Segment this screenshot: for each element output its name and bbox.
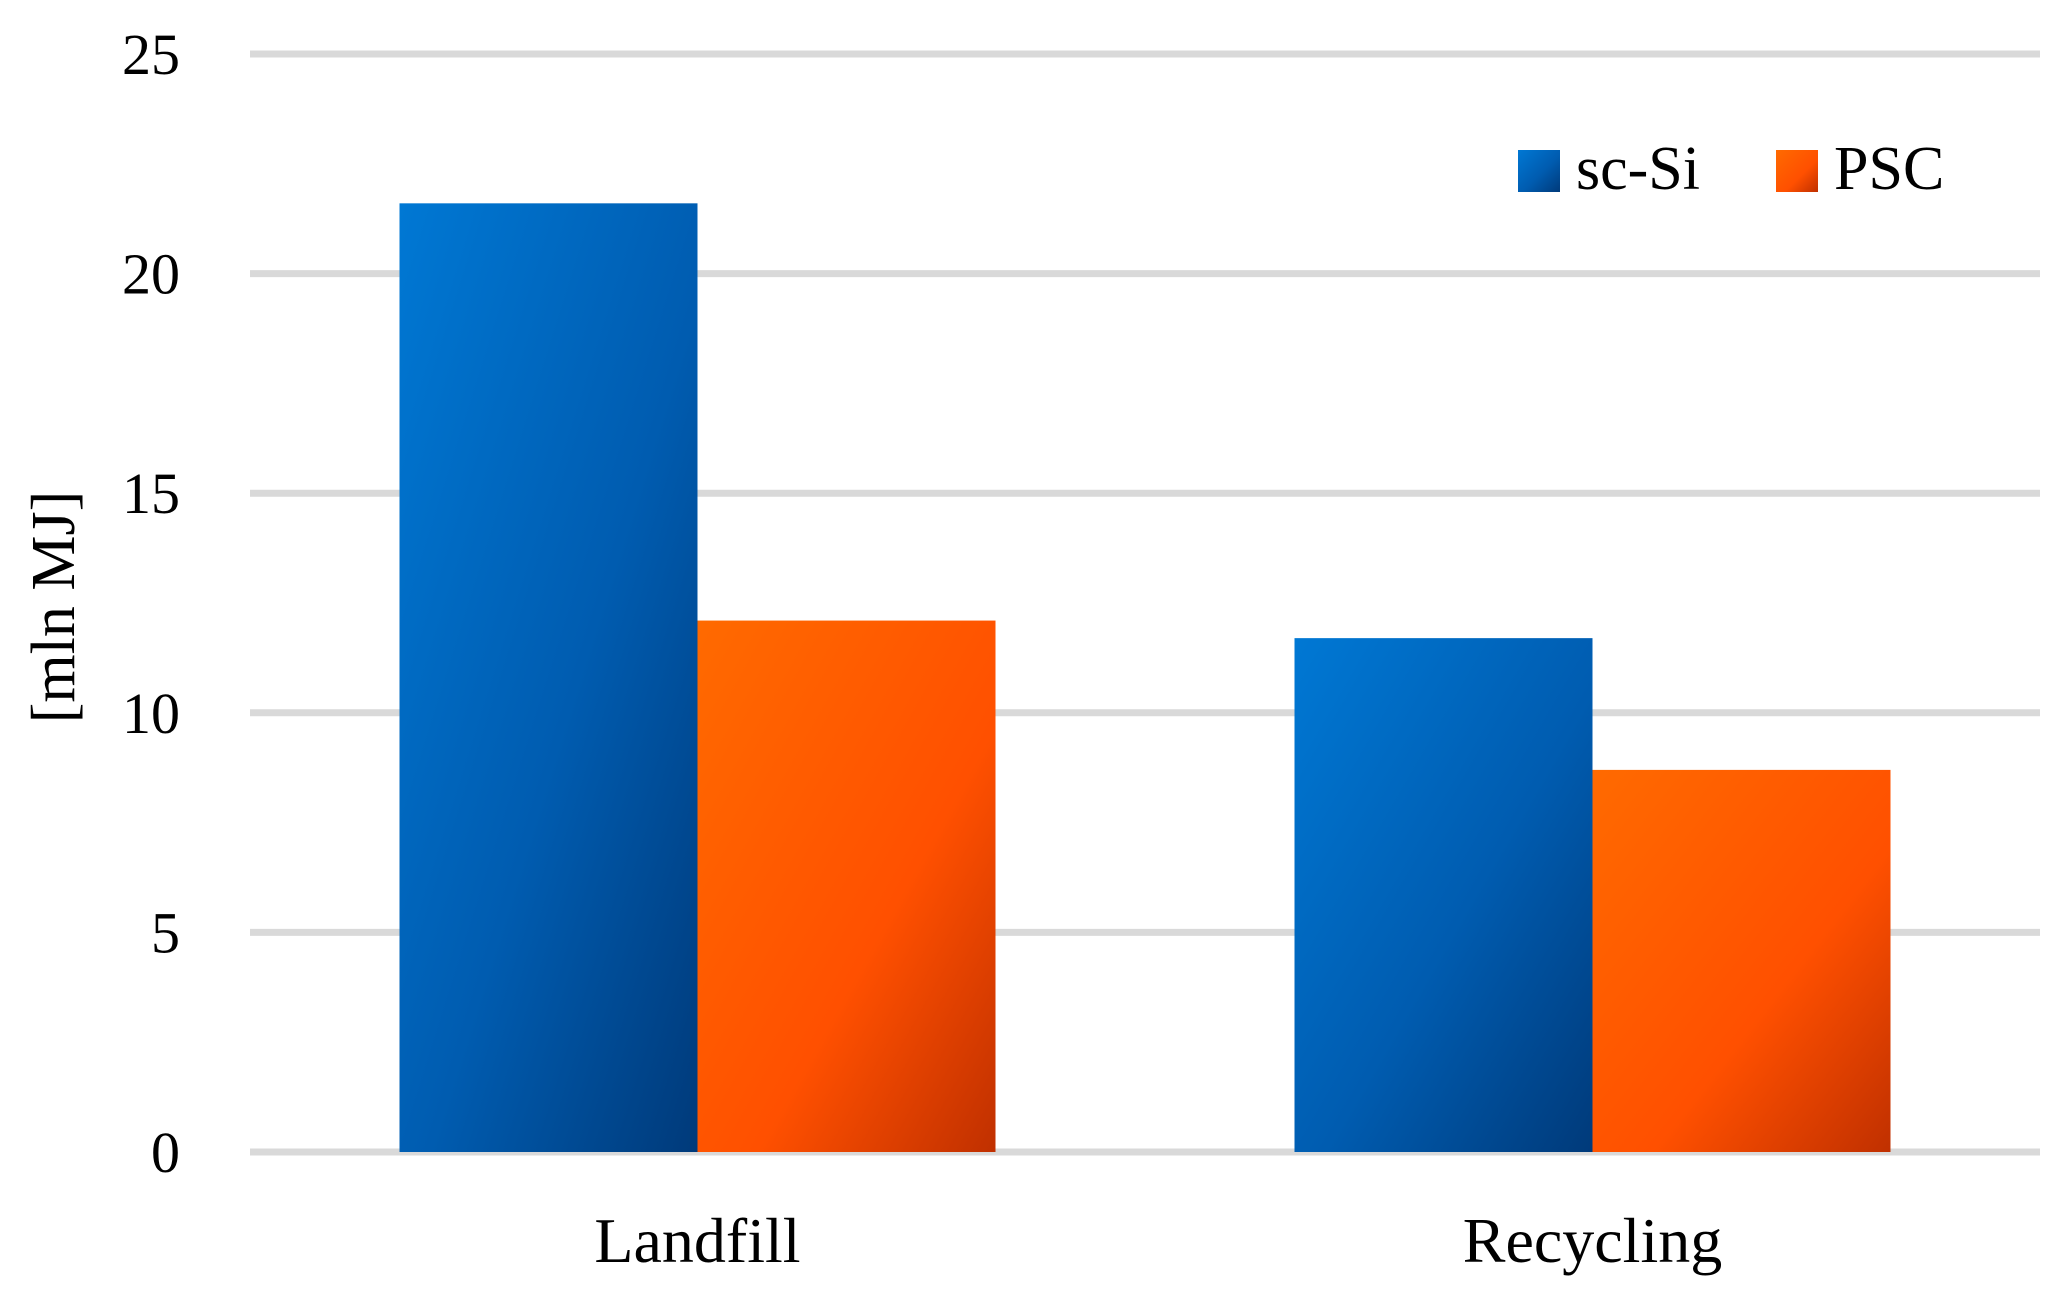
y-tick-label: 25	[122, 22, 180, 87]
y-tick-label: 0	[151, 1120, 180, 1185]
x-category-label: Recycling	[1463, 1205, 1722, 1276]
y-tick-label: 20	[122, 242, 180, 307]
bar-psc-recycling	[1592, 769, 1891, 1152]
x-category-label: Landfill	[594, 1205, 800, 1276]
y-axis-title: [mln MJ]	[20, 491, 88, 724]
legend: sc-Si PSC	[1518, 135, 1944, 203]
legend-label-psc: PSC	[1834, 135, 1944, 203]
legend-swatch-sc-si	[1518, 150, 1560, 192]
y-tick-label: 15	[122, 461, 180, 526]
y-axis-ticks: 0 5 10 15 20 25	[122, 22, 180, 1185]
y-tick-label: 5	[151, 900, 180, 965]
y-tick-label: 10	[122, 681, 180, 746]
legend-label-sc-si: sc-Si	[1576, 135, 1700, 203]
bar-sc-si-landfill	[399, 203, 698, 1152]
bar-psc-landfill	[697, 620, 996, 1152]
bars	[399, 203, 1891, 1152]
legend-swatch-psc	[1776, 150, 1818, 192]
bar-sc-si-recycling	[1294, 638, 1593, 1152]
x-axis-categories: Landfill Recycling	[594, 1205, 1722, 1276]
